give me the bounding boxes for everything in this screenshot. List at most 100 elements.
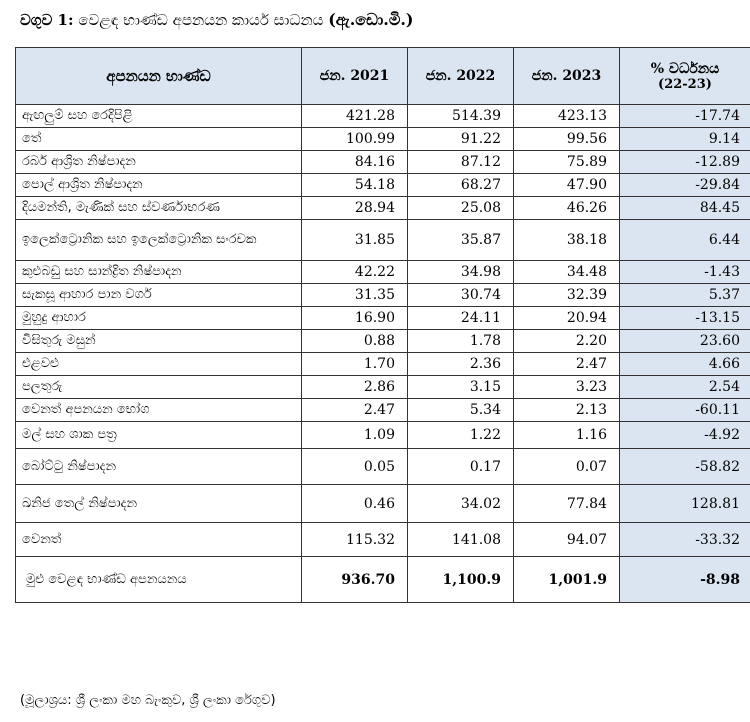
value-2021-cell: 936.70 bbox=[301, 556, 408, 603]
growth-cell: 9.14 bbox=[619, 127, 750, 151]
value-2022-cell: 5.34 bbox=[407, 398, 514, 422]
table-row: පොල් ආශ්‍රිත නිෂ්පාදන 54.18 68.27 47.90 -29.… bbox=[15, 173, 750, 197]
value-2022-cell: 68.27 bbox=[407, 173, 514, 197]
value-2021-cell: 100.99 bbox=[301, 127, 408, 151]
value-2022-cell: 25.08 bbox=[407, 196, 514, 220]
header-2021: ජන. 2021 bbox=[301, 47, 408, 105]
export-performance-table: අපනයන භාණ්ඩ ජන. 2021 ජන. 2022 ජන. 2023 %… bbox=[15, 47, 750, 603]
table-caption: වගුව 1: වෙළඳ භාණ්ඩ අපනයන කාර්ය සාධනය (ඇ.… bbox=[20, 10, 414, 30]
table-row: කුළුබඩු සහ සාන්ද්‍රිත නිෂ්පාදන 42.22 34.98… bbox=[15, 260, 750, 284]
value-2022-cell: 91.22 bbox=[407, 127, 514, 151]
value-2023-cell: 32.39 bbox=[513, 283, 620, 307]
value-2021-cell: 2.47 bbox=[301, 398, 408, 422]
value-2023-cell: 1.16 bbox=[513, 421, 620, 449]
value-2021-cell: 1.09 bbox=[301, 421, 408, 449]
growth-cell: -17.74 bbox=[619, 104, 750, 128]
value-2022-cell: 1.22 bbox=[407, 421, 514, 449]
value-2022-cell: 3.15 bbox=[407, 375, 514, 399]
header-growth-label: % වර්ධනය bbox=[650, 60, 720, 77]
header-row: අපනයන භාණ්ඩ ජන. 2021 ජන. 2022 ජන. 2023 %… bbox=[15, 47, 750, 105]
value-2022-cell: 35.87 bbox=[407, 219, 514, 261]
table-row: ඉලෙක්ට්‍රොනික සහ ඉලෙක්ට්‍රොනික සංරචක 31.8… bbox=[15, 219, 750, 261]
caption-unit: (ඇ.ඩො.මි.) bbox=[328, 10, 414, 29]
growth-cell: -60.11 bbox=[619, 398, 750, 422]
table-row: එළවළු 1.70 2.36 2.47 4.66 bbox=[15, 352, 750, 376]
item-cell: කුළුබඩු සහ සාන්ද්‍රිත නිෂ්පාදන bbox=[15, 260, 302, 284]
growth-cell: -12.89 bbox=[619, 150, 750, 174]
value-2022-cell: 0.17 bbox=[407, 448, 514, 485]
item-cell: වෙනත් bbox=[15, 522, 302, 557]
growth-cell: 6.44 bbox=[619, 219, 750, 261]
header-2023: ජන. 2023 bbox=[513, 47, 620, 105]
value-2022-cell: 87.12 bbox=[407, 150, 514, 174]
value-2021-cell: 1.70 bbox=[301, 352, 408, 376]
item-cell: මුළු වෙළඳ භාණ්ඩ අපනයනය bbox=[15, 556, 302, 603]
item-cell: බෝට්ටු නිෂ්පාදන bbox=[15, 448, 302, 485]
item-cell: සැකසූ ආහාර පාන වර්ග bbox=[15, 283, 302, 307]
header-growth: % වර්ධනය (22-23) bbox=[619, 47, 750, 105]
table-row: ඇඟලුම් සහ රෙදිපිළි 421.28 514.39 423.13 -17.… bbox=[15, 104, 750, 128]
table-row: ඛනිජ තෙල් නිෂ්පාදන 0.46 34.02 77.84 128.81 bbox=[15, 484, 750, 523]
value-2021-cell: 2.86 bbox=[301, 375, 408, 399]
growth-cell: 5.37 bbox=[619, 283, 750, 307]
item-cell: දියමන්ති, මැණික් සහ ස්වර්ණාභරණ bbox=[15, 196, 302, 220]
growth-cell: -58.82 bbox=[619, 448, 750, 485]
growth-cell: 2.54 bbox=[619, 375, 750, 399]
item-cell: එළවළු bbox=[15, 352, 302, 376]
table-row: සැකසූ ආහාර පාන වර්ග 31.35 30.74 32.39 5.37 bbox=[15, 283, 750, 307]
value-2021-cell: 16.90 bbox=[301, 306, 408, 330]
growth-cell: -13.15 bbox=[619, 306, 750, 330]
value-2022-cell: 24.11 bbox=[407, 306, 514, 330]
value-2022-cell: 1,100.9 bbox=[407, 556, 514, 603]
value-2021-cell: 421.28 bbox=[301, 104, 408, 128]
value-2022-cell: 514.39 bbox=[407, 104, 514, 128]
value-2022-cell: 34.02 bbox=[407, 484, 514, 523]
value-2023-cell: 47.90 bbox=[513, 173, 620, 197]
value-2023-cell: 2.13 bbox=[513, 398, 620, 422]
item-cell: මල් සහ ශාක පත්‍ර bbox=[15, 421, 302, 449]
value-2023-cell: 34.48 bbox=[513, 260, 620, 284]
item-cell: ඇඟලුම් සහ රෙදිපිළි bbox=[15, 104, 302, 128]
value-2023-cell: 1,001.9 bbox=[513, 556, 620, 603]
value-2022-cell: 141.08 bbox=[407, 522, 514, 557]
value-2022-cell: 30.74 bbox=[407, 283, 514, 307]
value-2021-cell: 31.85 bbox=[301, 219, 408, 261]
growth-cell: -4.92 bbox=[619, 421, 750, 449]
item-cell: පොල් ආශ්‍රිත නිෂ්පාදන bbox=[15, 173, 302, 197]
value-2021-cell: 84.16 bbox=[301, 150, 408, 174]
value-2021-cell: 54.18 bbox=[301, 173, 408, 197]
item-cell: ඛනිජ තෙල් නිෂ්පාදන bbox=[15, 484, 302, 523]
growth-cell: -29.84 bbox=[619, 173, 750, 197]
table-row: පලතුරු 2.86 3.15 3.23 2.54 bbox=[15, 375, 750, 399]
item-cell: පලතුරු bbox=[15, 375, 302, 399]
total-row: මුළු වෙළඳ භාණ්ඩ අපනයනය 936.70 1,100.9 1,001… bbox=[15, 556, 750, 603]
caption-text: වෙළඳ භාණ්ඩ අපනයන කාර්ය සාධනය bbox=[78, 11, 324, 29]
value-2023-cell: 423.13 bbox=[513, 104, 620, 128]
growth-cell: -1.43 bbox=[619, 260, 750, 284]
value-2023-cell: 2.47 bbox=[513, 352, 620, 376]
item-cell: තේ bbox=[15, 127, 302, 151]
value-2022-cell: 34.98 bbox=[407, 260, 514, 284]
value-2023-cell: 3.23 bbox=[513, 375, 620, 399]
table-row: දියමන්ති, මැණික් සහ ස්වර්ණාභරණ 28.94 25.08… bbox=[15, 196, 750, 220]
header-item: අපනයන භාණ්ඩ bbox=[15, 47, 302, 105]
table-row: රබර් ආශ්‍රිත නිෂ්පාදන 84.16 87.12 75.89 -12.… bbox=[15, 150, 750, 174]
header-growth-period: (22-23) bbox=[658, 76, 712, 92]
value-2023-cell: 94.07 bbox=[513, 522, 620, 557]
value-2022-cell: 1.78 bbox=[407, 329, 514, 353]
caption-label: වගුව 1: bbox=[20, 11, 74, 29]
value-2022-cell: 2.36 bbox=[407, 352, 514, 376]
table-row: මුහුදු ආහාර 16.90 24.11 20.94 -13.15 bbox=[15, 306, 750, 330]
growth-cell: 23.60 bbox=[619, 329, 750, 353]
value-2023-cell: 38.18 bbox=[513, 219, 620, 261]
table-body: ඇඟලුම් සහ රෙදිපිළි 421.28 514.39 423.13 -17.… bbox=[15, 104, 750, 603]
item-cell: විසිතුරු මසුන් bbox=[15, 329, 302, 353]
value-2021-cell: 42.22 bbox=[301, 260, 408, 284]
growth-cell: 4.66 bbox=[619, 352, 750, 376]
value-2021-cell: 31.35 bbox=[301, 283, 408, 307]
value-2021-cell: 0.46 bbox=[301, 484, 408, 523]
table-row: මල් සහ ශාක පත්‍ර 1.09 1.22 1.16 -4.92 bbox=[15, 421, 750, 449]
item-cell: මුහුදු ආහාර bbox=[15, 306, 302, 330]
item-cell: රබර් ආශ්‍රිත නිෂ්පාදන bbox=[15, 150, 302, 174]
value-2021-cell: 115.32 bbox=[301, 522, 408, 557]
